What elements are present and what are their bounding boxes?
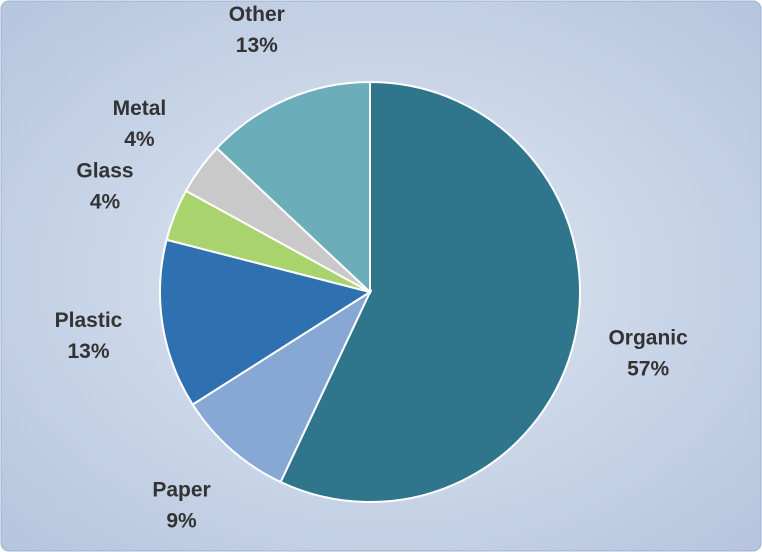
pie-slice	[279, 80, 581, 503]
slice-label: Paper	[152, 478, 210, 501]
slice-value-label: 4%	[124, 128, 155, 151]
pie	[159, 80, 581, 503]
slice-value-label: 9%	[166, 509, 197, 532]
slice-value-label: 13%	[67, 340, 109, 363]
slice-label: Other	[229, 3, 285, 26]
pie-slice	[191, 289, 373, 484]
slice-value-label: 4%	[90, 191, 121, 214]
pie-slice	[159, 238, 373, 406]
slice-label: Organic	[608, 327, 688, 350]
slice-label: Glass	[76, 160, 133, 183]
slice-value-label: 13%	[236, 34, 278, 57]
slice-label: Metal	[113, 97, 167, 120]
slice-label: Plastic	[55, 309, 123, 332]
pie-slice	[215, 80, 371, 295]
slice-value-label: 57%	[627, 358, 669, 381]
